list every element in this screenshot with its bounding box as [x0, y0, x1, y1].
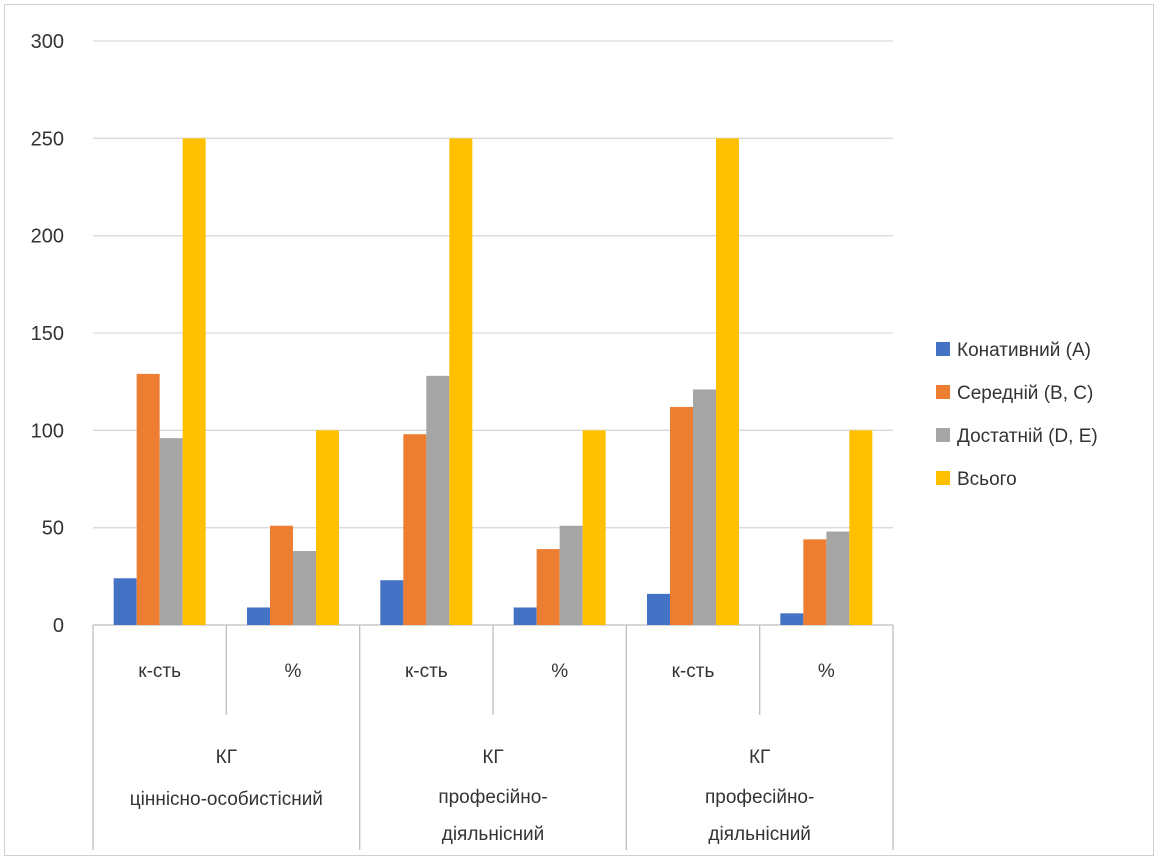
- x-axis: к-сть% к-сть% к-сть % КГ ціннісно-особистісни…: [92, 625, 894, 850]
- bar: [136, 373, 160, 625]
- x-group-label: КГ: [482, 747, 503, 768]
- bar: [849, 430, 873, 625]
- bar: [513, 607, 537, 625]
- bar: [582, 430, 606, 625]
- bar: [403, 434, 427, 625]
- x-group-sublabel: професійно-: [705, 787, 814, 808]
- y-tick-label: 250: [31, 128, 64, 150]
- bar: [449, 138, 473, 626]
- y-tick-label: 200: [31, 226, 64, 248]
- bar: [182, 138, 206, 626]
- legend-label: Достатній (D, E): [957, 426, 1098, 447]
- y-tick-label: 50: [42, 518, 64, 540]
- bar: [159, 438, 183, 625]
- legend-label: Всього: [957, 469, 1017, 490]
- x-group-label: КГ: [749, 747, 770, 768]
- x-group-label: КГ: [216, 747, 237, 768]
- gridlines: [93, 40, 893, 626]
- x-group-sublabel: професійно-: [438, 787, 547, 808]
- bar: [670, 406, 693, 625]
- x-tick-label: %: [285, 661, 302, 682]
- legend-label: Середній (B, C): [957, 383, 1093, 404]
- y-tick-label: 0: [53, 615, 64, 637]
- bar: [270, 525, 293, 625]
- legend-swatch: [936, 428, 950, 442]
- bar: [293, 551, 316, 625]
- bar: [380, 580, 404, 625]
- bar: [113, 578, 137, 625]
- bar: [536, 549, 560, 625]
- bar: [716, 138, 739, 626]
- x-group-sublabel: діяльнісний: [708, 824, 811, 845]
- bar: [826, 531, 850, 625]
- x-tick-label: к-сть: [405, 661, 448, 682]
- bar: [426, 375, 450, 625]
- legend-swatch: [936, 342, 950, 356]
- x-tick-label: к-сть: [672, 661, 715, 682]
- x-group-sublabel: діяльнісний: [442, 824, 545, 845]
- bar: [693, 389, 716, 625]
- x-tick-label: к-сть: [138, 661, 181, 682]
- bar: [559, 525, 583, 625]
- y-tick-label: 100: [31, 420, 64, 442]
- legend-swatch: [936, 385, 950, 399]
- legend: Конативний (А) Середній (B, C) Достатній (…: [936, 340, 1098, 490]
- x-tick-label: %: [818, 661, 835, 682]
- legend-label: Конативний (А): [957, 340, 1091, 361]
- bar: [780, 613, 804, 625]
- bars: [113, 138, 873, 626]
- x-group-sublabel: ціннісно-особистісний: [130, 789, 323, 810]
- y-axis-ticks: 0 50 100 150 200 250 300: [31, 31, 64, 637]
- legend-swatch: [936, 471, 950, 485]
- y-tick-label: 150: [31, 323, 64, 345]
- bar: [647, 593, 670, 625]
- x-tick-label: %: [551, 661, 568, 682]
- bar: [247, 607, 270, 625]
- bar: [316, 430, 339, 625]
- bar: [803, 539, 827, 625]
- y-tick-label: 300: [31, 31, 64, 53]
